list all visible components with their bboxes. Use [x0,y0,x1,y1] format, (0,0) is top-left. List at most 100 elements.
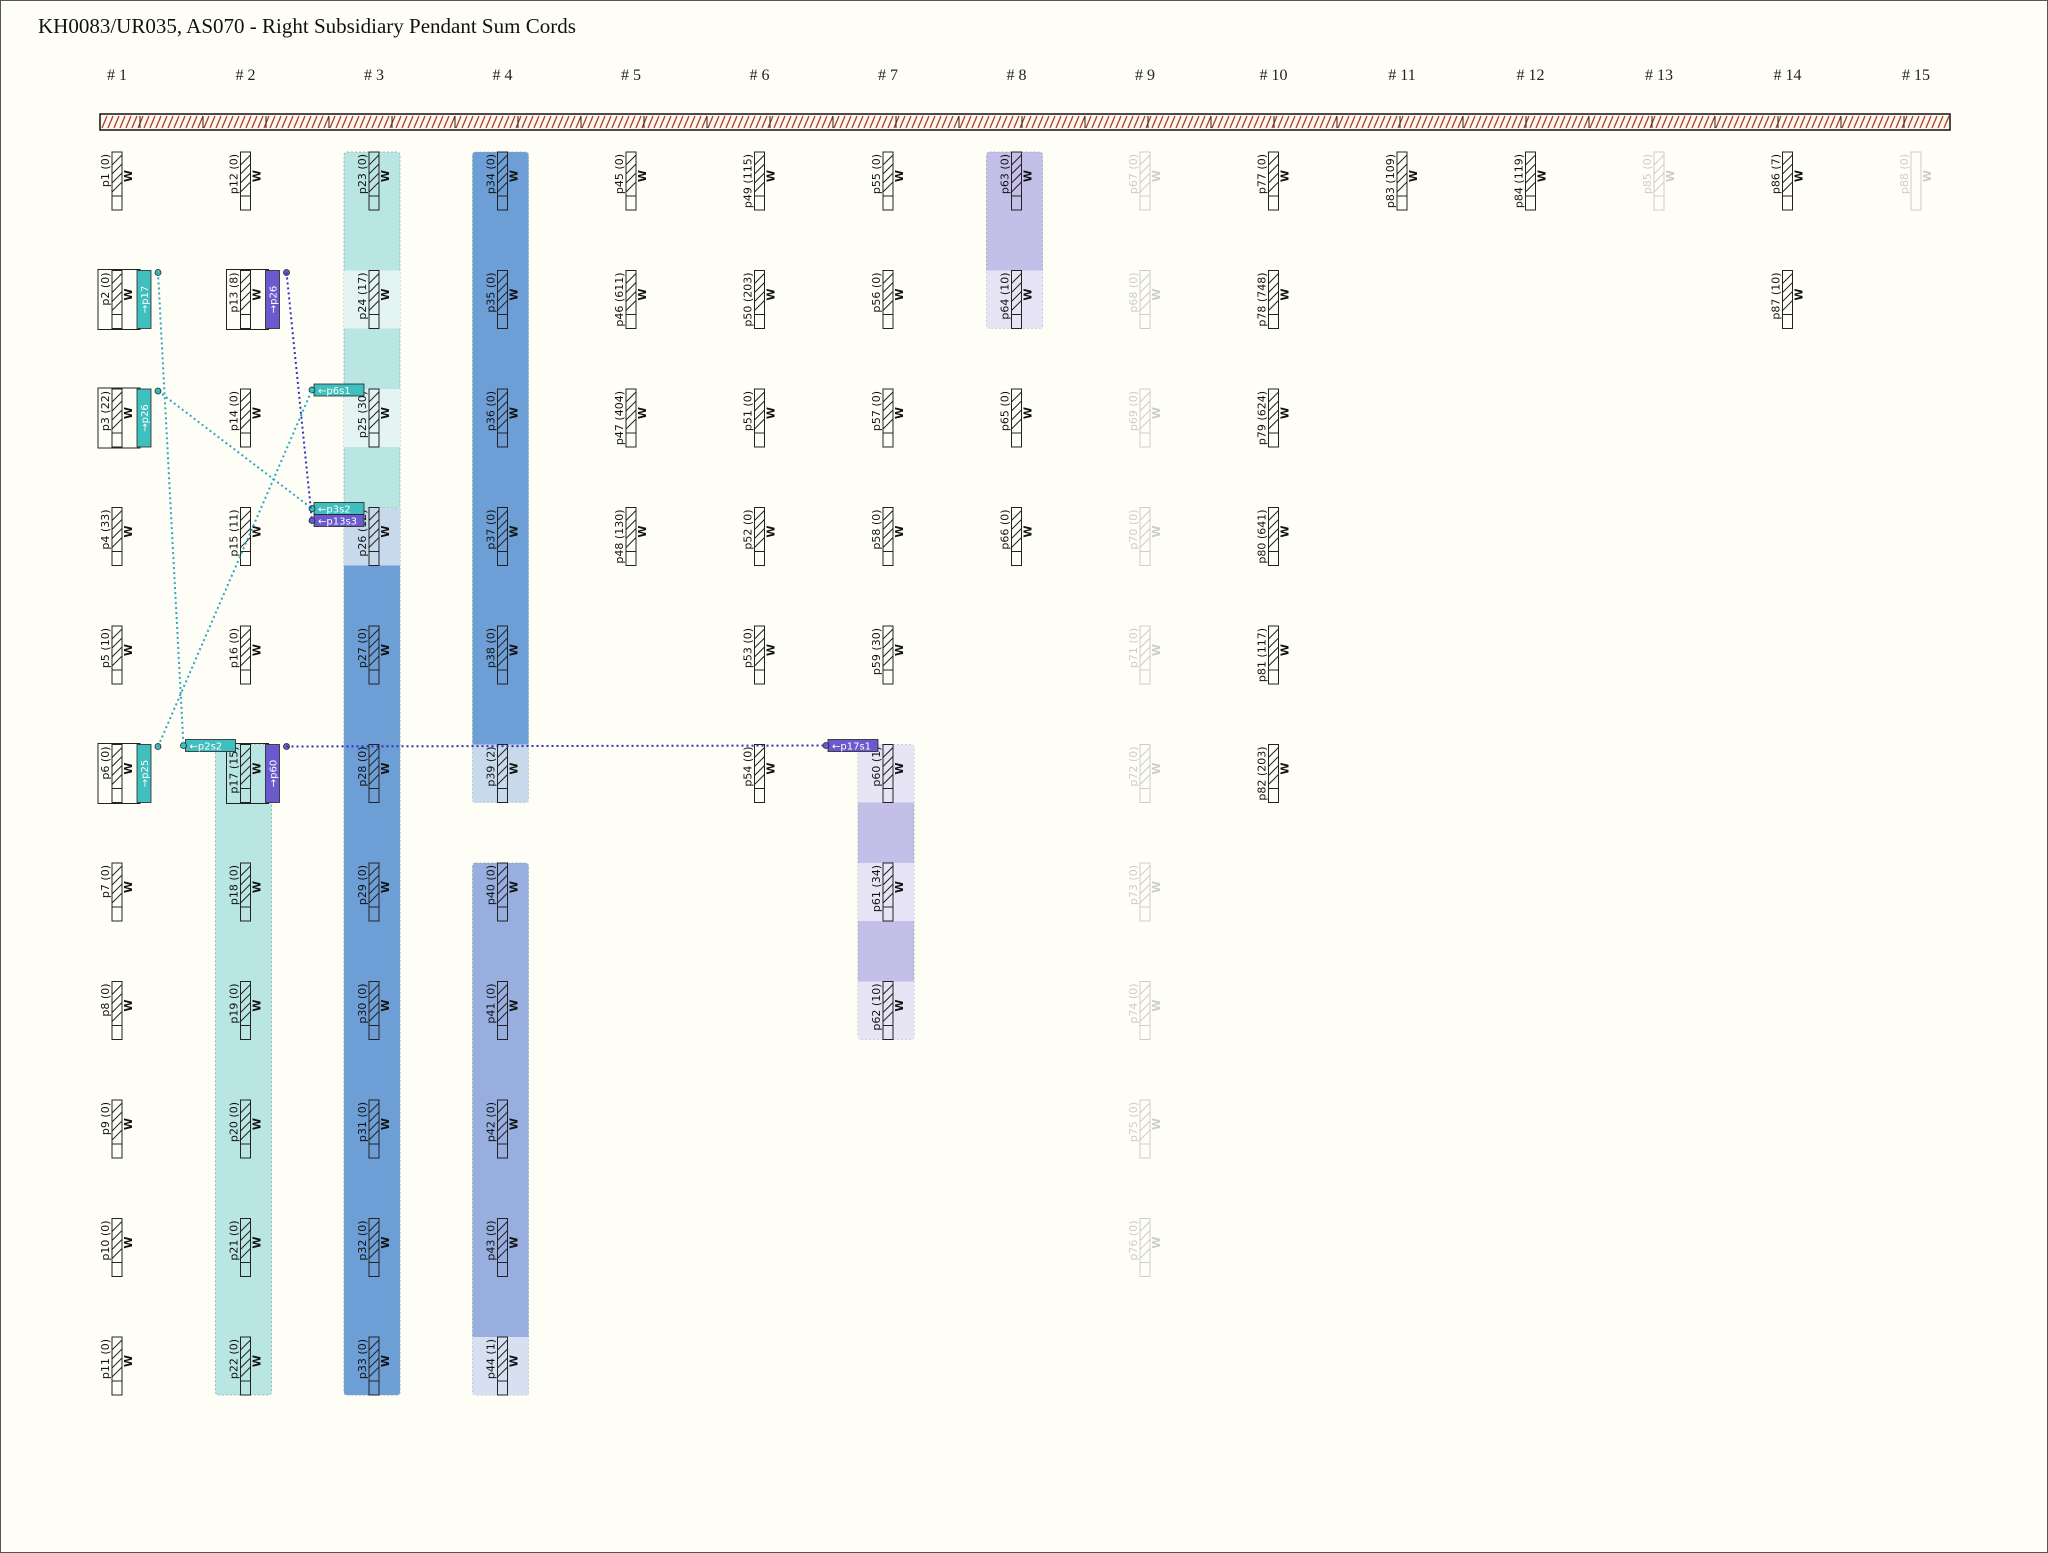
column-header: # 2 [236,67,256,84]
cord-box [240,151,251,211]
primary-knot-mark [647,115,654,129]
primary-knot-mark [143,115,150,129]
cord-knot-mark [497,510,508,521]
cord-knot-mark [240,774,251,785]
pendant-cord: p5 (10) W [99,625,135,685]
primary-knot-mark [245,115,252,129]
cord-box [882,744,894,803]
cord-knot-mark [497,865,508,877]
cord-color-label: W [379,644,392,656]
cord-color-label: W [1150,407,1163,419]
cord-knot-mark [111,1129,123,1141]
pendant-cord: p37 (0) W [485,507,521,566]
cord-label: p3 (22) [99,391,112,431]
primary-knot-mark [113,115,120,129]
cord-knot-mark [240,181,251,193]
cord-knot-mark [625,537,637,548]
primary-knot-mark [1871,115,1878,129]
primary-knot-mark [761,115,768,129]
cord-color-label: W [508,288,521,300]
cord-knot-mark [882,519,894,530]
cord-knot-mark [1011,418,1022,430]
cord-color-label: W [893,762,906,774]
primary-knot-mark [593,115,600,129]
primary-knot-mark [1799,115,1806,129]
cord-knot-mark [497,1102,508,1114]
primary-knot-mark [131,115,138,129]
primary-knot-mark [1751,115,1758,129]
cord-label: p43 (0) [485,1221,498,1261]
cord-box [497,151,508,211]
cord-color-label: W [1150,1236,1163,1248]
cord-color-label: W [1150,1118,1163,1130]
pendant-cord: p82 (203) W [1256,744,1292,803]
primary-knot-mark [1289,115,1296,129]
cord-color-label: W [122,999,135,1011]
cord-knot-mark [111,865,123,877]
primary-knot-mark [1877,115,1884,129]
cord-box [111,1218,123,1277]
cord-knot-mark [882,892,894,904]
cord-box [368,981,380,1040]
primary-knot-mark [1487,115,1494,129]
cord-label: p58 (0) [870,510,883,550]
cord-knot-mark [1139,1248,1151,1259]
primary-knot-mark [731,115,738,129]
primary-knot-mark [635,115,642,129]
primary-knot-mark [1337,115,1344,129]
cord-knot-mark [1268,391,1279,403]
cord-knot-mark [111,765,123,776]
primary-knot-mark [1787,115,1794,129]
cord-box [1268,270,1279,329]
cord-color-label: W [1022,407,1035,419]
cord-knot-mark [1011,300,1022,311]
cord-knot-mark [882,300,894,311]
primary-knot-mark [707,115,714,129]
primary-knot-mark [503,115,510,129]
primary-knot-mark [1595,115,1602,129]
primary-knot-mark [869,115,876,129]
cord-box [368,270,380,329]
cord-knot-mark [111,154,123,166]
cord-knot-mark [754,154,765,166]
primary-knot-mark [1601,115,1608,129]
primary-knot-mark [1943,115,1950,129]
cord-knot-mark [497,874,508,886]
primary-knot-mark [1811,115,1818,129]
cord-knot-mark [1396,163,1408,175]
primary-knot-mark [737,115,744,129]
cord-color-label: W [379,999,392,1011]
cord-knot-mark [497,756,508,767]
cord-color-label: W [765,762,778,774]
cord-knot-mark [497,400,508,412]
primary-knot-mark [1211,115,1218,129]
primary-knot-mark [605,115,612,129]
column-header: # 4 [493,67,513,84]
cord-knot-mark [754,300,765,311]
cord-knot-mark [240,154,251,166]
pendant-cord: p59 (30) W [870,625,906,685]
primary-knot-mark [1853,115,1860,129]
cord-label: p27 (0) [356,628,369,668]
cord-color-label: W [1921,170,1934,182]
cord-knot-mark [882,765,894,776]
cord-knot-mark [111,646,123,658]
cord-box [625,507,637,566]
cord-box [1139,981,1151,1040]
cord-label: p12 (0) [228,154,241,194]
cord-label: p51 (0) [742,391,755,431]
cord-color-label: W [251,762,264,774]
cord-label: p11 (0) [99,1339,112,1379]
sum-tag-label: →p26 [269,286,280,313]
cord-knot-mark [1139,1102,1151,1114]
cord-knot-mark [625,154,637,166]
cord-knot-mark [625,282,637,293]
pendant-cord: p9 (0) W [99,1099,135,1159]
cord-box [1011,507,1022,566]
cord-label: p16 (0) [228,628,241,668]
cord-knot-mark [754,637,765,649]
primary-knot-mark [1235,115,1242,129]
cord-box [240,1099,251,1159]
primary-knot-mark [881,115,888,129]
cord-label: p56 (0) [870,273,883,313]
